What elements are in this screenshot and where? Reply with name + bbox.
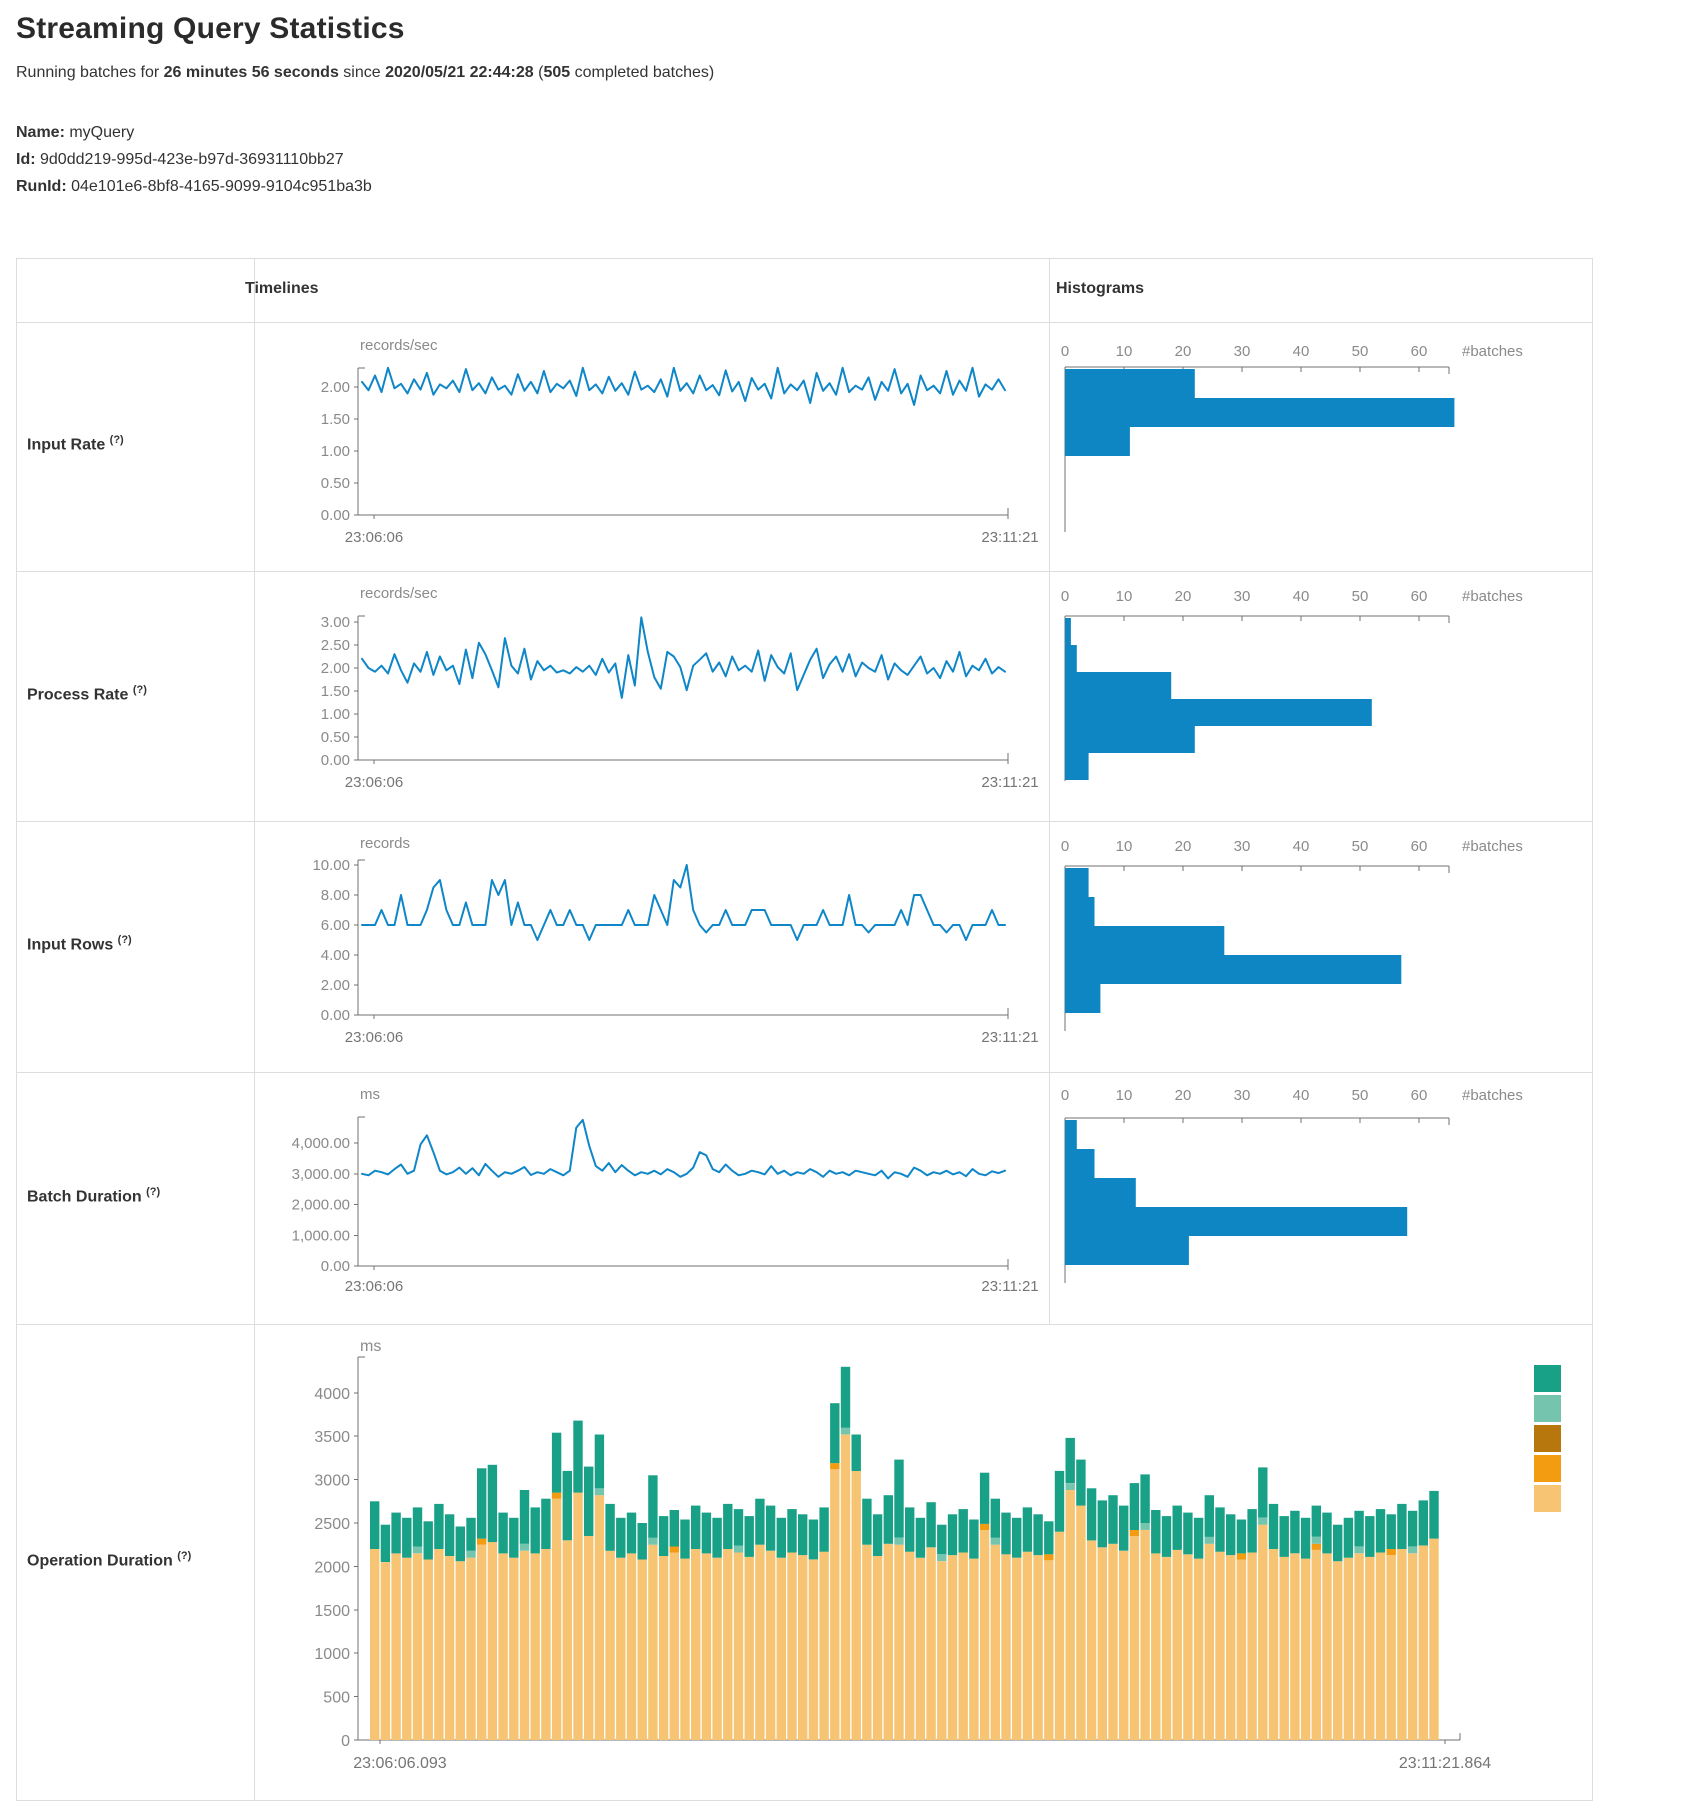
row-label-process-rate: Process Rate (?) — [27, 684, 147, 704]
query-runid-label: RunId: — [16, 178, 67, 195]
query-runid-line: RunId: 04e101e6-8bf8-4165-9099-9104c951b… — [16, 173, 372, 200]
table-header-divider — [17, 322, 1592, 323]
row-label-operation-duration: Operation Duration (?) — [27, 1550, 192, 1570]
timeline-histogram-divider — [1049, 259, 1050, 1324]
summary-batch-count: 505 — [543, 64, 571, 81]
page-title: Streaming Query Statistics — [16, 12, 405, 45]
summary-open: ( — [533, 64, 544, 81]
query-name-line: Name: myQuery — [16, 119, 134, 146]
summary-middle: since — [338, 64, 386, 81]
query-name-value: myQuery — [64, 124, 135, 141]
row-label-input-rows: Input Rows (?) — [27, 934, 132, 954]
row-divider — [17, 571, 1592, 572]
row-divider — [17, 1324, 1592, 1325]
query-id-value: 9d0dd219-995d-423e-b97d-36931110bb27 — [35, 151, 344, 168]
process-rate-help-icon[interactable]: (?) — [132, 684, 147, 696]
histograms-column-header: Histograms — [1056, 280, 1145, 297]
batch-duration-help-icon[interactable]: (?) — [146, 1186, 161, 1198]
label-column-divider — [254, 259, 255, 1800]
timelines-column-header: Timelines — [245, 280, 319, 297]
statistics-table — [16, 258, 1593, 1801]
query-name-label: Name: — [16, 124, 65, 141]
row-label-input-rate: Input Rate (?) — [27, 434, 124, 454]
summary-suffix: completed batches) — [570, 64, 715, 81]
row-divider — [17, 1072, 1592, 1073]
summary-duration: 26 minutes 56 seconds — [163, 64, 339, 81]
query-runid-value: 04e101e6-8bf8-4165-9099-9104c951ba3b — [66, 178, 372, 195]
summary-start-time: 2020/05/21 22:44:28 — [385, 64, 534, 81]
query-id-label: Id: — [16, 151, 36, 168]
input-rate-help-icon[interactable]: (?) — [109, 434, 124, 446]
operation-duration-help-icon[interactable]: (?) — [177, 1550, 192, 1562]
row-label-batch-duration: Batch Duration (?) — [27, 1186, 161, 1206]
summary-prefix: Running batches for — [16, 64, 164, 81]
input-rows-help-icon[interactable]: (?) — [117, 934, 132, 946]
query-id-line: Id: 9d0dd219-995d-423e-b97d-36931110bb27 — [16, 146, 344, 173]
running-batches-summary: Running batches for 26 minutes 56 second… — [16, 64, 714, 82]
row-divider — [17, 821, 1592, 822]
